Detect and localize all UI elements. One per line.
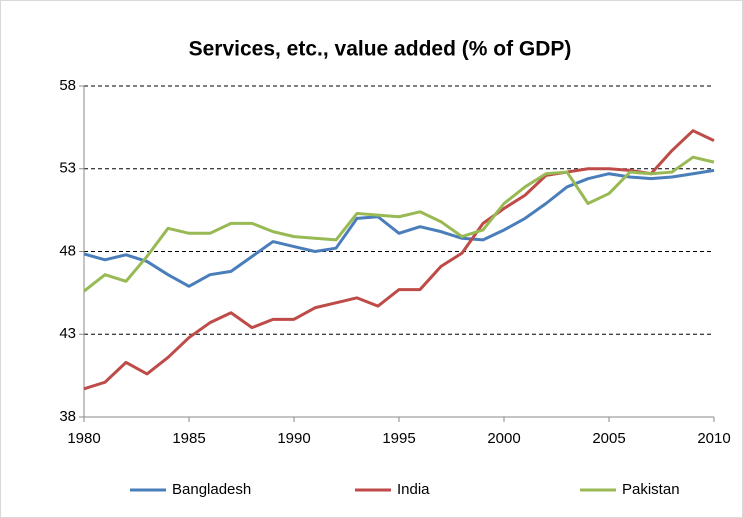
series-line <box>83 155 715 293</box>
x-tick-label: 2005 <box>592 430 625 447</box>
y-tick-label: 58 <box>59 77 76 94</box>
x-tick-label: 1980 <box>67 430 100 447</box>
x-tick-label: 2010 <box>697 430 730 447</box>
series-line <box>83 129 715 391</box>
y-tick-label: 38 <box>59 408 76 425</box>
series-line <box>83 168 715 288</box>
legend-label: Bangladesh <box>172 481 251 498</box>
y-tick-label: 53 <box>59 160 76 177</box>
y-tick-label: 48 <box>59 242 76 259</box>
x-tick-label: 1995 <box>382 430 415 447</box>
x-tick-label: 1990 <box>277 430 310 447</box>
x-tick-label: 2000 <box>487 430 520 447</box>
x-tick-label: 1985 <box>172 430 205 447</box>
y-tick-label: 43 <box>59 325 76 342</box>
legend-label: Pakistan <box>622 481 680 498</box>
chart-title: Services, etc., value added (% of GDP) <box>189 38 572 61</box>
legend-label: India <box>397 481 430 498</box>
